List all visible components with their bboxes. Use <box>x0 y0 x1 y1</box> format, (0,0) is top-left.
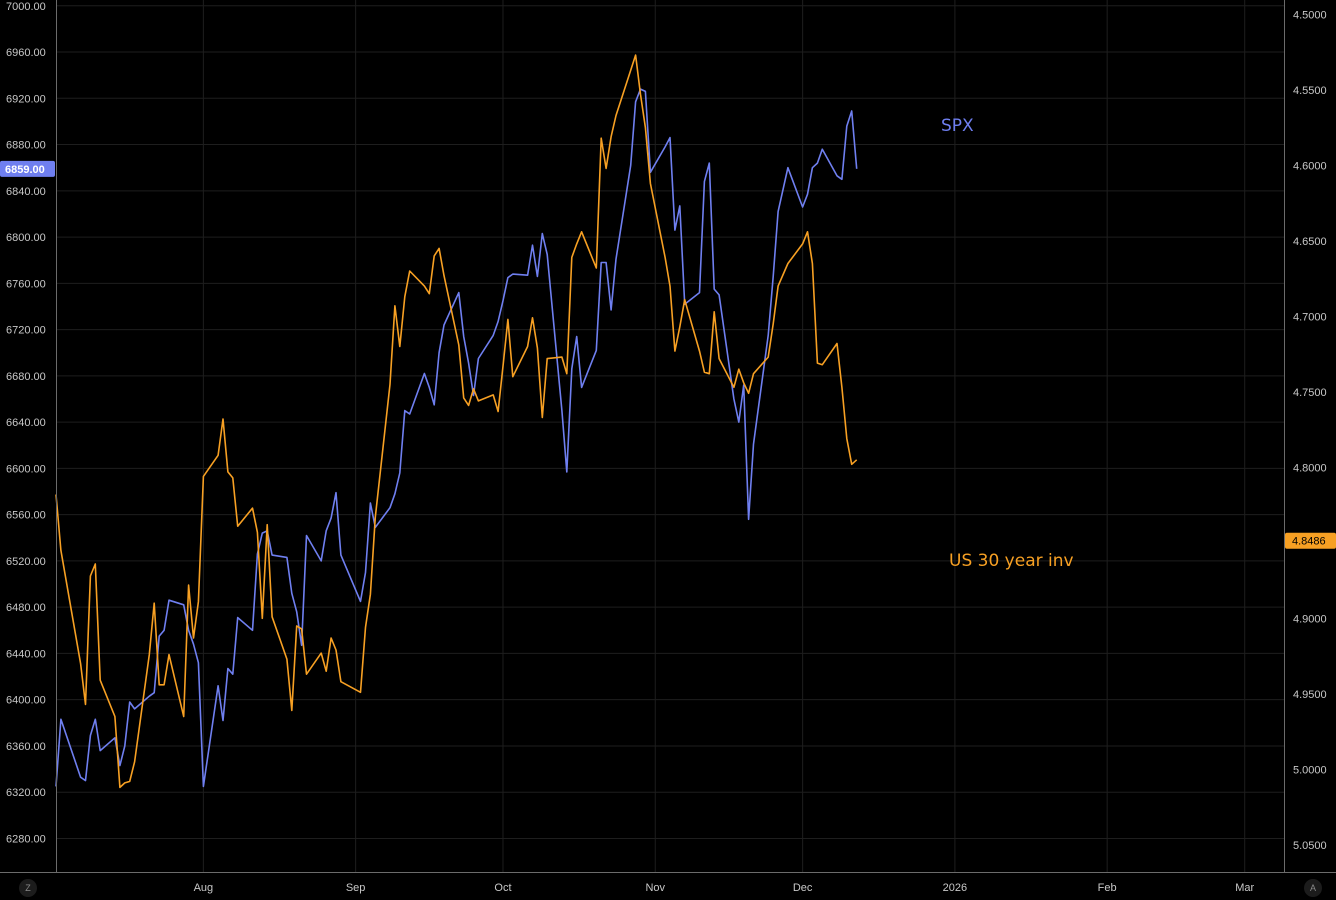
left-axis-tick-label: 6920.00 <box>6 93 46 105</box>
left-axis-tick-label: 6960.00 <box>6 47 46 59</box>
spx-series-label: SPX <box>941 116 974 136</box>
left-axis-tick-label: 6440.00 <box>6 648 46 660</box>
x-axis-tick-label: Dec <box>793 882 813 894</box>
left-axis-tick-label: 6320.00 <box>6 787 46 799</box>
left-axis-tick-label: 6880.00 <box>6 140 46 152</box>
right-axis-tick-label: 4.7000 <box>1293 311 1327 323</box>
left-axis-tick-label: 6800.00 <box>6 232 46 244</box>
bond-price-tag-text: 4.8486 <box>1292 536 1326 548</box>
right-axis-tick-label: 5.0000 <box>1293 764 1327 776</box>
x-axis-tick-label: Mar <box>1235 882 1254 894</box>
right-axis-tick-label: 4.9000 <box>1293 613 1327 625</box>
x-axis-tick-label: Feb <box>1098 882 1117 894</box>
left-axis-tick-label: 6280.00 <box>6 833 46 845</box>
price-tags: 6859.00 4.8486 <box>0 160 1336 549</box>
spx-line <box>55 88 858 788</box>
left-axis-tick-label: 6520.00 <box>6 556 46 568</box>
right-axis-tick-label: 4.8000 <box>1293 462 1327 474</box>
right-axis-tick-label: 4.7500 <box>1293 387 1327 399</box>
left-axis-tick-label: 6400.00 <box>6 695 46 707</box>
left-axis-tick-label: 6840.00 <box>6 186 46 198</box>
right-axis-tick-label: 4.6000 <box>1293 160 1327 172</box>
right-axis-tick-label: 4.5500 <box>1293 85 1327 97</box>
spx-price-tag-text: 6859.00 <box>5 164 45 176</box>
right-axis-tick-label: 4.6500 <box>1293 236 1327 248</box>
x-axis-tick-label: Nov <box>645 882 665 894</box>
spx-price-tag <box>0 160 55 177</box>
spx-series <box>55 88 858 788</box>
x-axis-tick-label: Oct <box>494 882 511 894</box>
right-axis-tick-label: 4.5000 <box>1293 9 1327 21</box>
bond-price-tag <box>1285 532 1336 549</box>
left-axis-tick-label: 6640.00 <box>6 417 46 429</box>
x-axis-tick-label: 2026 <box>943 882 967 894</box>
left-axis-tick-label: 6600.00 <box>6 463 46 475</box>
left-axis-tick-label: 6360.00 <box>6 741 46 753</box>
bond-series <box>55 54 858 789</box>
right-scale-mode-button[interactable]: A <box>1304 879 1322 897</box>
x-axis-tick-label: Aug <box>194 882 214 894</box>
bond-line <box>55 54 858 789</box>
right-axis-tick-label: 4.9500 <box>1293 689 1327 701</box>
x-axis-tick-label: Sep <box>346 882 366 894</box>
bond-series-label: US 30 year inv <box>949 551 1074 571</box>
left-axis-tick-label: 6560.00 <box>6 510 46 522</box>
left-axis-tick-label: 6720.00 <box>6 325 46 337</box>
left-axis-tick-label: 6680.00 <box>6 371 46 383</box>
right-axis-tick-label: 5.0500 <box>1293 840 1327 852</box>
left-axis-tick-label: 7000.00 <box>6 1 46 13</box>
left-scale-mode-button[interactable]: Z <box>19 879 37 897</box>
left-axis-tick-label: 6480.00 <box>6 602 46 614</box>
grid-lines <box>56 0 1284 872</box>
left-axis-tick-label: 6760.00 <box>6 278 46 290</box>
